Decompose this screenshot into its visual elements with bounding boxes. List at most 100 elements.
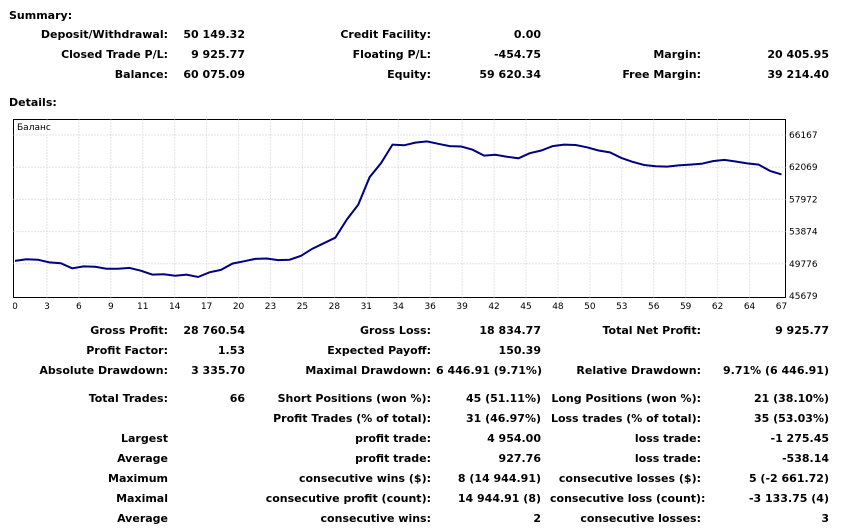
average-loss-value: -538.14 [781,452,829,465]
x-tick-label: 34 [393,302,405,311]
total-net-profit-value: 9 925.77 [775,324,829,337]
relative-drawdown-label: Relative Drawdown: [576,364,701,377]
x-tick-label: 56 [648,302,660,311]
absolute-drawdown-value: 3 335.70 [191,364,245,377]
balance-chart: 66167 62069 57972 53874 49776 45679 0 3 6 9 11 14 1… [13,119,818,311]
maximum-label: Maximum [108,472,168,485]
y-tick-label: 49776 [789,260,818,270]
x-tick-label: 50 [584,302,596,311]
maximal-profit-label: consecutive profit (count): [265,492,431,505]
average-consecutive-wins-value: 2 [533,512,541,525]
x-tick-label: 42 [488,302,499,311]
details-title: Details: [9,96,57,109]
equity-value: 59 620.34 [479,68,541,81]
average-profit-value: 927.76 [498,452,541,465]
y-tick-label: 66167 [789,131,818,141]
expected-payoff-label: Expected Payoff: [327,344,431,357]
short-positions-label: Short Positions (won %): [277,392,431,405]
deposit-withdrawal-label: Deposit/Withdrawal: [40,28,168,41]
profit-trades-label: Profit Trades (% of total): [273,412,431,425]
largest-profit-value: 4 954.00 [487,432,541,445]
maximum-losses-value: 5 (-2 661.72) [748,472,829,485]
equity-label: Equity: [387,68,431,81]
x-tick-label: 31 [361,302,372,311]
maximal-label: Maximal [116,492,168,505]
total-trades-label: Total Trades: [88,392,168,405]
x-tick-label: 14 [169,302,181,311]
margin-label: Margin: [653,48,701,61]
balance-value: 60 075.09 [183,68,245,81]
largest-profit-label: profit trade: [355,432,431,445]
largest-label: Largest [121,432,168,445]
relative-drawdown-value: 9.71% (6 446.91) [723,364,829,377]
maximal-drawdown-label: Maximal Drawdown: [305,364,431,377]
x-tick-label: 17 [201,302,212,311]
free-margin-label: Free Margin: [622,68,701,81]
profit-factor-value: 1.53 [217,344,245,357]
average-loss-label: loss trade: [634,452,701,465]
floating-pl-label: Floating P/L: [352,48,431,61]
gross-profit-value: 28 760.54 [183,324,245,337]
x-tick-label: 39 [456,302,468,311]
long-positions-value: 21 (38.10%) [753,392,829,405]
x-tick-label: 11 [137,302,148,311]
maximal-loss-label: consecutive loss (count): [550,492,706,505]
average-profit-label: profit trade: [355,452,431,465]
profit-factor-label: Profit Factor: [86,344,168,357]
average-consecutive-wins-label: consecutive wins: [320,512,431,525]
x-tick-label: 67 [776,302,787,311]
absolute-drawdown-label: Absolute Drawdown: [39,364,168,377]
x-tick-label: 48 [552,302,564,311]
largest-loss-value: -1 275.45 [770,432,830,445]
maximum-wins-value: 8 (14 944.91) [457,472,541,485]
y-tick-label: 57972 [789,195,818,205]
summary-title: Summary: [9,9,73,22]
x-tick-label: 9 [108,302,114,311]
x-tick-label: 25 [297,302,308,311]
total-trades-value: 66 [229,392,245,405]
x-tick-label: 64 [744,302,756,311]
gross-profit-label: Gross Profit: [90,324,168,337]
x-tick-label: 53 [616,302,627,311]
short-positions-value: 45 (51.11%) [465,392,541,405]
maximum-losses-label: consecutive losses ($): [558,472,701,485]
balance-label: Balance: [114,68,168,81]
x-tick-label: 6 [76,302,82,311]
free-margin-value: 39 214.40 [767,68,829,81]
loss-trades-value: 35 (53.03%) [753,412,829,425]
plot-area [13,119,786,298]
maximal-profit-value: 14 944.91 (8) [457,492,541,505]
closed-trade-pl-label: Closed Trade P/L: [61,48,168,61]
x-tick-label: 0 [13,302,18,311]
credit-facility-value: 0.00 [513,28,541,41]
x-tick-label: 28 [329,302,341,311]
largest-loss-label: loss trade: [634,432,701,445]
gross-loss-label: Gross Loss: [360,324,431,337]
deposit-withdrawal-value: 50 149.32 [183,28,245,41]
average-consecutive-losses-label: consecutive losses: [580,512,701,525]
y-tick-label: 53874 [789,228,818,238]
y-tick-label: 62069 [789,163,818,173]
x-tick-label: 59 [680,302,692,311]
long-positions-label: Long Positions (won %): [551,392,701,405]
x-tick-label: 3 [44,302,50,311]
floating-pl-value: -454.75 [493,48,541,61]
credit-facility-label: Credit Facility: [340,28,431,41]
y-tick-label: 45679 [789,292,818,302]
x-tick-label: 45 [520,302,531,311]
average-label: Average [117,452,168,465]
maximum-wins-label: consecutive wins ($): [298,472,431,485]
expected-payoff-value: 150.39 [498,344,541,357]
loss-trades-label: Loss trades (% of total): [550,412,701,425]
profit-trades-value: 31 (46.97%) [465,412,541,425]
x-tick-label: 62 [712,302,723,311]
closed-trade-pl-value: 9 925.77 [191,48,245,61]
average-consecutive-label: Average [117,512,168,525]
margin-value: 20 405.95 [767,48,829,61]
x-tick-label: 20 [233,302,245,311]
total-net-profit-label: Total Net Profit: [602,324,702,337]
balance-series-line [14,140,782,279]
average-consecutive-losses-value: 3 [821,512,829,525]
x-tick-label: 23 [265,302,276,311]
maximal-loss-value: -3 133.75 (4) [748,492,829,505]
